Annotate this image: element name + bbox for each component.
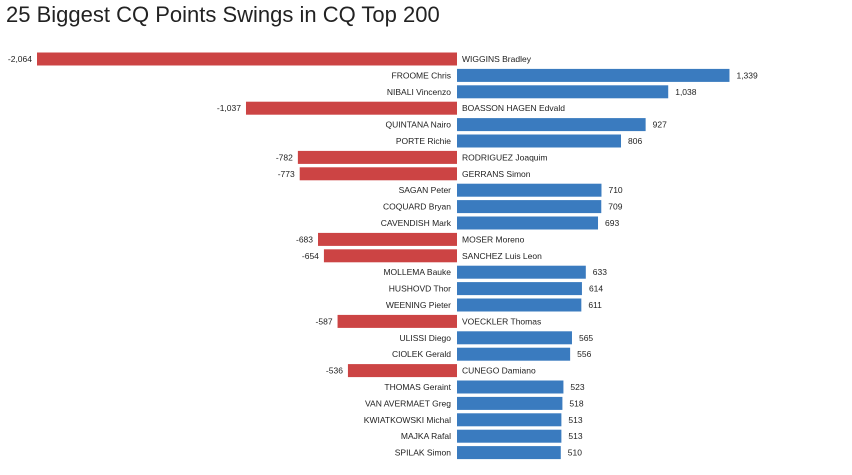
category-label-ciolek-gerald: CIOLEK Gerald	[392, 349, 451, 359]
value-label-coquard-bryan: 709	[608, 202, 622, 212]
bar-nibali-vincenzo	[457, 85, 669, 99]
value-label-mollema-bauke: 633	[593, 267, 607, 277]
value-label-ulissi-diego: 565	[579, 333, 593, 343]
bar-cunego-damiano	[347, 364, 457, 378]
category-label-cunego-damiano: CUNEGO Damiano	[462, 366, 536, 376]
bar-boasson-hagen-edvald	[245, 101, 457, 115]
value-label-van-avermaet-greg: 518	[569, 398, 583, 408]
category-label-quintana-nairo: QUINTANA Nairo	[386, 120, 452, 130]
bar-rodriguez-joaquim	[297, 150, 457, 164]
value-label-sanchez-luis-leon: -654	[302, 251, 319, 261]
bar-sanchez-luis-leon	[323, 249, 457, 263]
value-label-sagan-peter: 710	[608, 185, 622, 195]
value-label-ciolek-gerald: 556	[577, 349, 591, 359]
category-label-ulissi-diego: ULISSI Diego	[400, 333, 452, 343]
category-label-froome-chris: FROOME Chris	[392, 70, 452, 80]
chart-title: 25 Biggest CQ Points Swings in CQ Top 20…	[6, 2, 440, 27]
category-label-nibali-vincenzo: NIBALI Vincenzo	[387, 87, 451, 97]
category-label-van-avermaet-greg: VAN AVERMAET Greg	[365, 398, 451, 408]
category-label-sanchez-luis-leon: SANCHEZ Luis Leon	[462, 251, 542, 261]
category-label-voeckler-thomas: VOECKLER Thomas	[462, 316, 541, 326]
category-label-porte-richie: PORTE Richie	[396, 136, 451, 146]
bar-quintana-nairo	[457, 118, 646, 132]
value-label-spilak-simon: 510	[568, 448, 582, 458]
value-label-majka-rafal: 513	[568, 431, 582, 441]
value-label-froome-chris: 1,339	[736, 70, 758, 80]
bar-ulissi-diego	[457, 331, 572, 345]
bar-moser-moreno	[318, 232, 457, 246]
bar-majka-rafal	[457, 429, 562, 443]
value-label-quintana-nairo: 927	[653, 120, 667, 130]
value-label-voeckler-thomas: -587	[316, 316, 333, 326]
bar-van-avermaet-greg	[457, 396, 563, 410]
bar-ciolek-gerald	[457, 347, 571, 361]
bar-hushovd-thor	[457, 282, 582, 296]
category-label-mollema-bauke: MOLLEMA Bauke	[383, 267, 451, 277]
bar-sagan-peter	[457, 183, 602, 197]
bar-wiggins-bradley	[37, 52, 457, 66]
value-label-cavendish-mark: 693	[605, 218, 619, 228]
value-label-nibali-vincenzo: 1,038	[675, 87, 697, 97]
category-label-cavendish-mark: CAVENDISH Mark	[381, 218, 452, 228]
value-label-moser-moreno: -683	[296, 234, 313, 244]
category-label-moser-moreno: MOSER Moreno	[462, 234, 525, 244]
bar-kwiatkowski-michal	[457, 413, 562, 427]
value-label-thomas-geraint: 523	[570, 382, 584, 392]
value-label-boasson-hagen-edvald: -1,037	[217, 103, 241, 113]
value-label-hushovd-thor: 614	[589, 284, 603, 294]
bar-spilak-simon	[457, 446, 561, 460]
category-label-thomas-geraint: THOMAS Geraint	[384, 382, 451, 392]
category-label-boasson-hagen-edvald: BOASSON HAGEN Edvald	[462, 103, 565, 113]
value-label-cunego-damiano: -536	[326, 366, 343, 376]
category-label-sagan-peter: SAGAN Peter	[399, 185, 452, 195]
bar-voeckler-thomas	[337, 314, 457, 328]
bar-mollema-bauke	[457, 265, 586, 279]
category-label-hushovd-thor: HUSHOVD Thor	[389, 284, 451, 294]
bar-weening-pieter	[457, 298, 582, 312]
category-label-spilak-simon: SPILAK Simon	[395, 448, 451, 458]
bar-gerrans-simon	[299, 167, 457, 181]
value-label-kwiatkowski-michal: 513	[568, 415, 582, 425]
category-label-weening-pieter: WEENING Pieter	[386, 300, 451, 310]
value-label-porte-richie: 806	[628, 136, 642, 146]
value-label-wiggins-bradley: -2,064	[8, 54, 32, 64]
category-label-kwiatkowski-michal: KWIATKOWSKI Michal	[364, 415, 451, 425]
category-label-gerrans-simon: GERRANS Simon	[462, 169, 531, 179]
bar-porte-richie	[457, 134, 622, 148]
category-label-coquard-bryan: COQUARD Bryan	[383, 202, 451, 212]
category-label-wiggins-bradley: WIGGINS Bradley	[462, 54, 532, 64]
bar-thomas-geraint	[457, 380, 564, 394]
bar-coquard-bryan	[457, 200, 602, 214]
category-label-majka-rafal: MAJKA Rafal	[401, 431, 451, 441]
bar-cavendish-mark	[457, 216, 599, 230]
bar-froome-chris	[457, 68, 730, 82]
category-label-rodriguez-joaquim: RODRIGUEZ Joaquim	[462, 152, 548, 162]
value-label-rodriguez-joaquim: -782	[276, 152, 293, 162]
value-label-gerrans-simon: -773	[278, 169, 295, 179]
value-label-weening-pieter: 611	[588, 300, 602, 310]
